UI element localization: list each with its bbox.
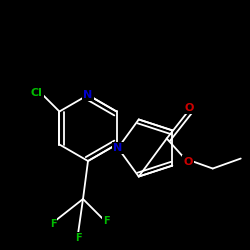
Text: O: O — [183, 156, 192, 166]
Text: N: N — [114, 143, 122, 153]
Text: F: F — [75, 233, 81, 243]
Text: F: F — [103, 216, 109, 226]
Text: F: F — [50, 219, 56, 229]
Text: Cl: Cl — [31, 88, 42, 98]
Text: N: N — [84, 90, 92, 100]
Text: O: O — [184, 102, 194, 113]
